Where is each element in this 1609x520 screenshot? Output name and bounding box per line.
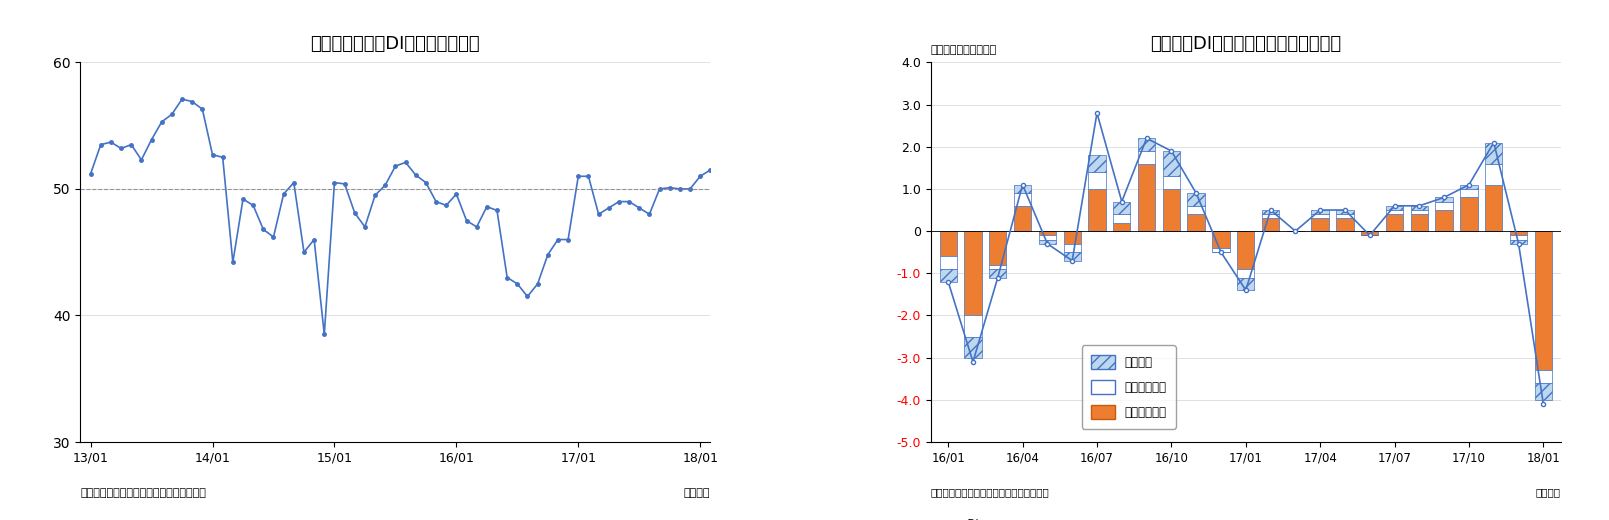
- Bar: [1411, 214, 1429, 231]
- Bar: [1385, 210, 1403, 214]
- Bar: [1039, 231, 1056, 236]
- Bar: [1337, 210, 1353, 214]
- Text: （前月差、ポイント）: （前月差、ポイント）: [932, 45, 998, 55]
- Bar: [1485, 142, 1503, 164]
- Bar: [1509, 240, 1527, 244]
- Bar: [1535, 231, 1553, 370]
- Bar: [1461, 189, 1477, 198]
- Bar: [1237, 278, 1255, 290]
- Text: （資料）内閣府「景気ウォッチャー調査」: （資料）内閣府「景気ウォッチャー調査」: [932, 488, 1049, 498]
- Bar: [1337, 218, 1353, 231]
- Bar: [1039, 240, 1056, 244]
- Bar: [1311, 218, 1329, 231]
- Bar: [1014, 185, 1031, 193]
- Bar: [1064, 231, 1081, 244]
- Bar: [1088, 189, 1105, 231]
- Bar: [940, 269, 957, 282]
- Bar: [1385, 206, 1403, 210]
- Bar: [1237, 231, 1255, 269]
- Bar: [990, 231, 1007, 265]
- Bar: [1411, 210, 1429, 214]
- Bar: [1237, 269, 1255, 278]
- Bar: [990, 265, 1007, 269]
- Bar: [1461, 198, 1477, 231]
- Title: 現状判断DI（季節調整値）の変動要因: 現状判断DI（季節調整値）の変動要因: [1150, 34, 1342, 53]
- Bar: [1261, 214, 1279, 218]
- Bar: [1361, 231, 1379, 236]
- Bar: [1509, 231, 1527, 236]
- Bar: [1187, 193, 1205, 206]
- Bar: [1261, 210, 1279, 214]
- Bar: [1337, 214, 1353, 218]
- Bar: [1509, 236, 1527, 240]
- Bar: [964, 231, 981, 316]
- Bar: [1064, 252, 1081, 261]
- Bar: [1485, 164, 1503, 185]
- Text: （月次）: （月次）: [1535, 488, 1561, 498]
- Bar: [1187, 214, 1205, 231]
- Legend: 雇用関連, 企業動向関連, 家計動向関連: 雇用関連, 企業動向関連, 家計動向関連: [1081, 345, 1176, 428]
- Bar: [1138, 138, 1155, 151]
- Bar: [1113, 202, 1131, 214]
- Bar: [1113, 223, 1131, 231]
- Bar: [1088, 172, 1105, 189]
- Text: （資料）内閣府「景気ウォッチャー調査」: （資料）内閣府「景気ウォッチャー調査」: [80, 488, 206, 498]
- Bar: [1535, 370, 1553, 383]
- Bar: [1014, 193, 1031, 206]
- Bar: [1138, 164, 1155, 231]
- Bar: [1212, 231, 1229, 248]
- Bar: [1163, 151, 1179, 176]
- Bar: [1064, 244, 1081, 252]
- Bar: [1113, 214, 1131, 223]
- Bar: [940, 256, 957, 269]
- Bar: [964, 336, 981, 358]
- Bar: [990, 269, 1007, 278]
- Text: （月次）: （月次）: [684, 488, 710, 498]
- Bar: [1311, 214, 1329, 218]
- Bar: [1039, 236, 1056, 240]
- Title: 景気の現状判断DI（季節調整値）: 景気の現状判断DI（季節調整値）: [311, 34, 479, 53]
- Bar: [1485, 185, 1503, 231]
- Bar: [1261, 218, 1279, 231]
- Bar: [1187, 206, 1205, 214]
- Bar: [1385, 214, 1403, 231]
- Bar: [1311, 210, 1329, 214]
- Bar: [1435, 198, 1453, 202]
- Bar: [1014, 206, 1031, 231]
- Bar: [1411, 206, 1429, 210]
- Bar: [1138, 151, 1155, 164]
- Bar: [1088, 155, 1105, 172]
- Bar: [1163, 189, 1179, 231]
- Bar: [940, 231, 957, 256]
- Text: （注）分野別DIの前月差に各ウェイトを乗じて算出: （注）分野別DIの前月差に各ウェイトを乗じて算出: [932, 518, 1080, 520]
- Bar: [1535, 383, 1553, 400]
- Bar: [1212, 248, 1229, 252]
- Bar: [1435, 202, 1453, 210]
- Bar: [964, 316, 981, 336]
- Bar: [1163, 176, 1179, 189]
- Bar: [1435, 210, 1453, 231]
- Bar: [1461, 185, 1477, 189]
